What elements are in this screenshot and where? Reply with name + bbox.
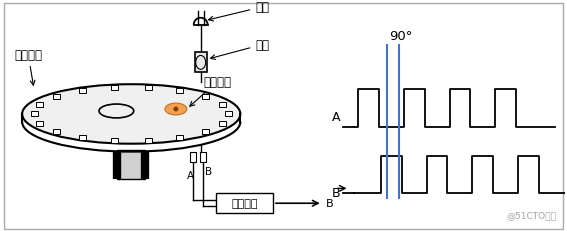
Text: 90°: 90° [389, 29, 413, 42]
Text: A: A [187, 170, 194, 180]
Text: B: B [332, 186, 341, 199]
Bar [53, 129, 60, 134]
Text: 光电码盘: 光电码盘 [14, 49, 42, 86]
Text: B: B [205, 166, 212, 176]
Bar [225, 112, 232, 117]
Bar [219, 103, 226, 108]
Bar [36, 103, 43, 108]
Bar [53, 95, 60, 100]
Bar [79, 89, 86, 94]
Text: 光源: 光源 [209, 1, 269, 22]
Bar [111, 138, 118, 143]
Circle shape [174, 107, 179, 112]
Bar [176, 89, 183, 94]
Bar [190, 152, 196, 162]
Bar [117, 150, 145, 180]
Bar [79, 135, 86, 140]
Text: 信号转换: 信号转换 [231, 198, 257, 208]
Bar [145, 138, 151, 143]
Text: B: B [325, 198, 333, 208]
Bar [219, 121, 226, 126]
Text: 透镜: 透镜 [210, 39, 269, 60]
Bar [215, 194, 273, 213]
Bar [202, 129, 209, 134]
Bar [202, 95, 209, 100]
Bar [176, 135, 183, 140]
Text: 受光元件: 受光元件 [190, 75, 232, 107]
Bar [194, 53, 206, 73]
Text: @51CTO博客: @51CTO博客 [506, 210, 556, 219]
Bar [36, 121, 43, 126]
Bar [111, 86, 118, 91]
Bar [200, 152, 206, 162]
Ellipse shape [165, 103, 187, 116]
Bar [145, 86, 151, 91]
Text: A: A [332, 111, 341, 124]
Bar [31, 112, 37, 117]
Ellipse shape [22, 85, 240, 144]
